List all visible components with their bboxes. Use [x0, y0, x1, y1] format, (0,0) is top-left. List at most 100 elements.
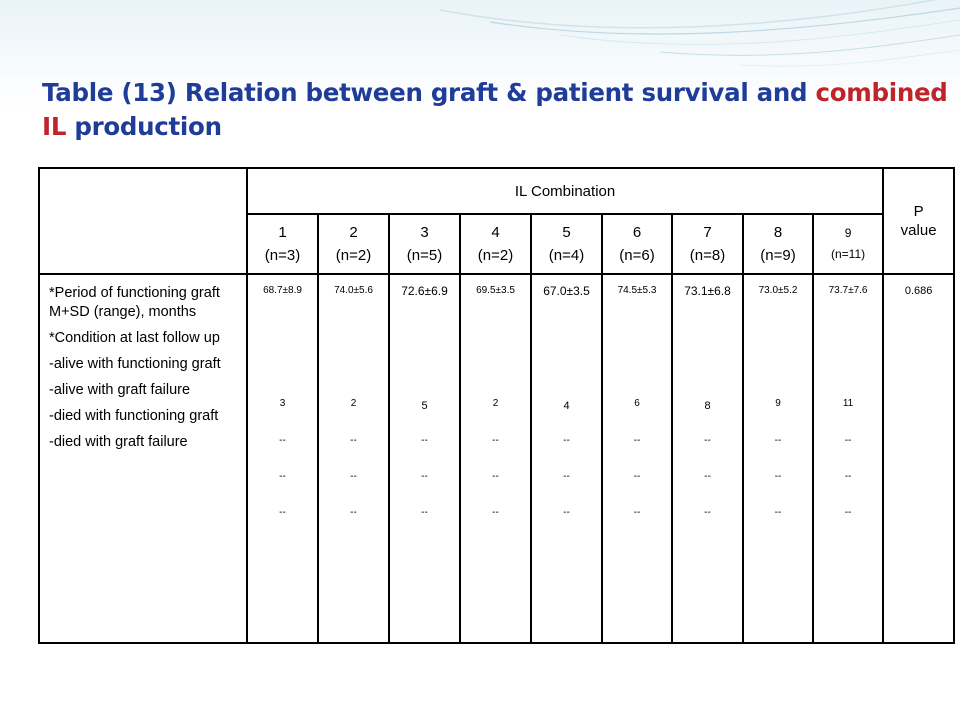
count-died-functioning: -- [774, 471, 782, 482]
count-alive-failure: -- [492, 435, 499, 446]
count-died-failure: -- [492, 507, 499, 518]
count-died-failure: -- [421, 507, 428, 518]
p-value: 0.686 [904, 285, 933, 297]
label-condition: *Condition at last follow up [49, 330, 220, 346]
data-column-7: 73.1±6.8 8 -- -- -- [671, 273, 744, 644]
count-died-functioning: -- [633, 471, 641, 482]
table-corner-cell [38, 167, 248, 275]
count-died-functioning: -- [563, 471, 570, 482]
decorative-swoosh [439, 0, 960, 67]
data-column-2: 74.0±5.6 2 -- -- -- [317, 273, 390, 644]
column-num: 3 [420, 224, 429, 241]
count-died-functioning: -- [844, 471, 852, 482]
mean-value: 68.7±8.9 [263, 285, 302, 296]
label-died-functioning: -died with functioning graft [49, 408, 219, 424]
column-header-6: 6 (n=6) [601, 213, 673, 275]
data-column-8: 73.0±5.2 9 -- -- -- [742, 273, 814, 644]
label-period: *Period of functioning graft M+SD (range… [49, 285, 220, 320]
count-died-failure: -- [774, 507, 782, 518]
column-n: (n=9) [760, 247, 796, 264]
row-labels-cell: *Period of functioning graft M+SD (range… [38, 273, 248, 644]
count-alive-failure: -- [563, 435, 570, 446]
count-died-failure: -- [563, 507, 570, 518]
p-value-header: P value [882, 167, 956, 275]
count-alive-functioning: 8 [704, 400, 711, 412]
count-died-failure: -- [350, 507, 357, 518]
mean-value: 72.6±6.9 [401, 284, 448, 298]
count-alive-functioning: 9 [775, 398, 781, 409]
data-column-6: 74.5±5.3 6 -- -- -- [601, 273, 673, 644]
title-part2: production [66, 112, 222, 141]
column-n: (n=8) [689, 247, 726, 264]
mean-value: 74.5±5.3 [617, 285, 657, 296]
column-n: (n=6) [619, 247, 655, 264]
data-column-4: 69.5±3.5 2 -- -- -- [459, 273, 532, 644]
column-header-8: 8 (n=9) [742, 213, 814, 275]
survival-table: IL Combination P value 1 (n=3) 2 (n=2) 3 (n… [38, 167, 956, 644]
column-header-9: 9 (n=11) [811, 213, 885, 275]
data-column-1: 68.7±8.9 3 -- -- -- [246, 273, 319, 644]
count-alive-functioning: 4 [563, 400, 570, 412]
mean-value: 69.5±3.5 [476, 285, 515, 296]
column-num: 9 [844, 226, 852, 240]
count-alive-functioning: 6 [634, 398, 640, 409]
count-alive-failure: -- [774, 435, 782, 446]
count-alive-failure: -- [421, 435, 428, 446]
count-died-failure: -- [704, 507, 711, 518]
count-alive-functioning: 5 [421, 400, 428, 412]
mean-value: 73.1±6.8 [684, 284, 731, 298]
column-n: (n=2) [335, 247, 372, 264]
column-num: 5 [562, 224, 571, 241]
count-alive-failure: -- [279, 435, 286, 446]
count-died-functioning: -- [350, 471, 357, 482]
column-n: (n=2) [477, 247, 514, 264]
count-alive-functioning: 2 [492, 398, 499, 409]
p-header-line2: value [900, 222, 937, 239]
label-alive-functioning: -alive with functioning graft [49, 356, 221, 372]
mean-value: 67.0±3.5 [543, 284, 590, 298]
column-num: 4 [491, 224, 500, 241]
column-n: (n=5) [406, 247, 443, 264]
column-num: 2 [349, 224, 358, 241]
count-alive-functioning: 2 [350, 398, 357, 409]
count-alive-failure: -- [633, 435, 641, 446]
count-died-failure: -- [279, 507, 286, 518]
title-part1: Table (13) Relation between graft & pati… [42, 78, 816, 107]
count-died-functioning: -- [492, 471, 499, 482]
count-alive-failure: -- [844, 435, 852, 446]
data-column-5: 67.0±3.5 4 -- -- -- [530, 273, 603, 644]
slide-title: Table (13) Relation between graft & pati… [42, 76, 957, 144]
slide-background-gradient [0, 0, 960, 110]
count-alive-functioning: 11 [842, 398, 854, 409]
p-header-line1: P [913, 203, 924, 220]
count-alive-failure: -- [704, 435, 711, 446]
column-num: 6 [632, 224, 642, 241]
label-died-failure: -died with graft failure [49, 434, 188, 450]
title-accent: combined IL [42, 78, 948, 141]
column-header-3: 3 (n=5) [388, 213, 461, 275]
count-died-functioning: -- [704, 471, 711, 482]
column-num: 8 [773, 224, 783, 241]
mean-value: 73.7±7.6 [828, 285, 868, 296]
p-value-column: 0.686 [882, 273, 956, 644]
count-died-functioning: -- [421, 471, 428, 482]
column-num: 7 [703, 224, 712, 241]
group-header: IL Combination [245, 167, 885, 215]
count-died-functioning: -- [279, 471, 286, 482]
column-n: (n=3) [264, 247, 301, 264]
label-alive-failure: -alive with graft failure [49, 382, 191, 398]
count-died-failure: -- [844, 507, 852, 518]
mean-value: 74.0±5.6 [334, 285, 373, 296]
column-n: (n=11) [830, 247, 866, 261]
count-died-failure: -- [633, 507, 641, 518]
data-column-3: 72.6±6.9 5 -- -- -- [388, 273, 461, 644]
count-alive-failure: -- [350, 435, 357, 446]
column-n: (n=4) [548, 247, 585, 264]
column-header-7: 7 (n=8) [671, 213, 744, 275]
mean-value: 73.0±5.2 [758, 285, 798, 296]
count-alive-functioning: 3 [279, 398, 286, 409]
data-column-9: 73.7±7.6 11 -- -- -- [811, 273, 885, 644]
column-num: 1 [278, 224, 287, 241]
column-header-5: 5 (n=4) [530, 213, 603, 275]
column-header-4: 4 (n=2) [459, 213, 532, 275]
